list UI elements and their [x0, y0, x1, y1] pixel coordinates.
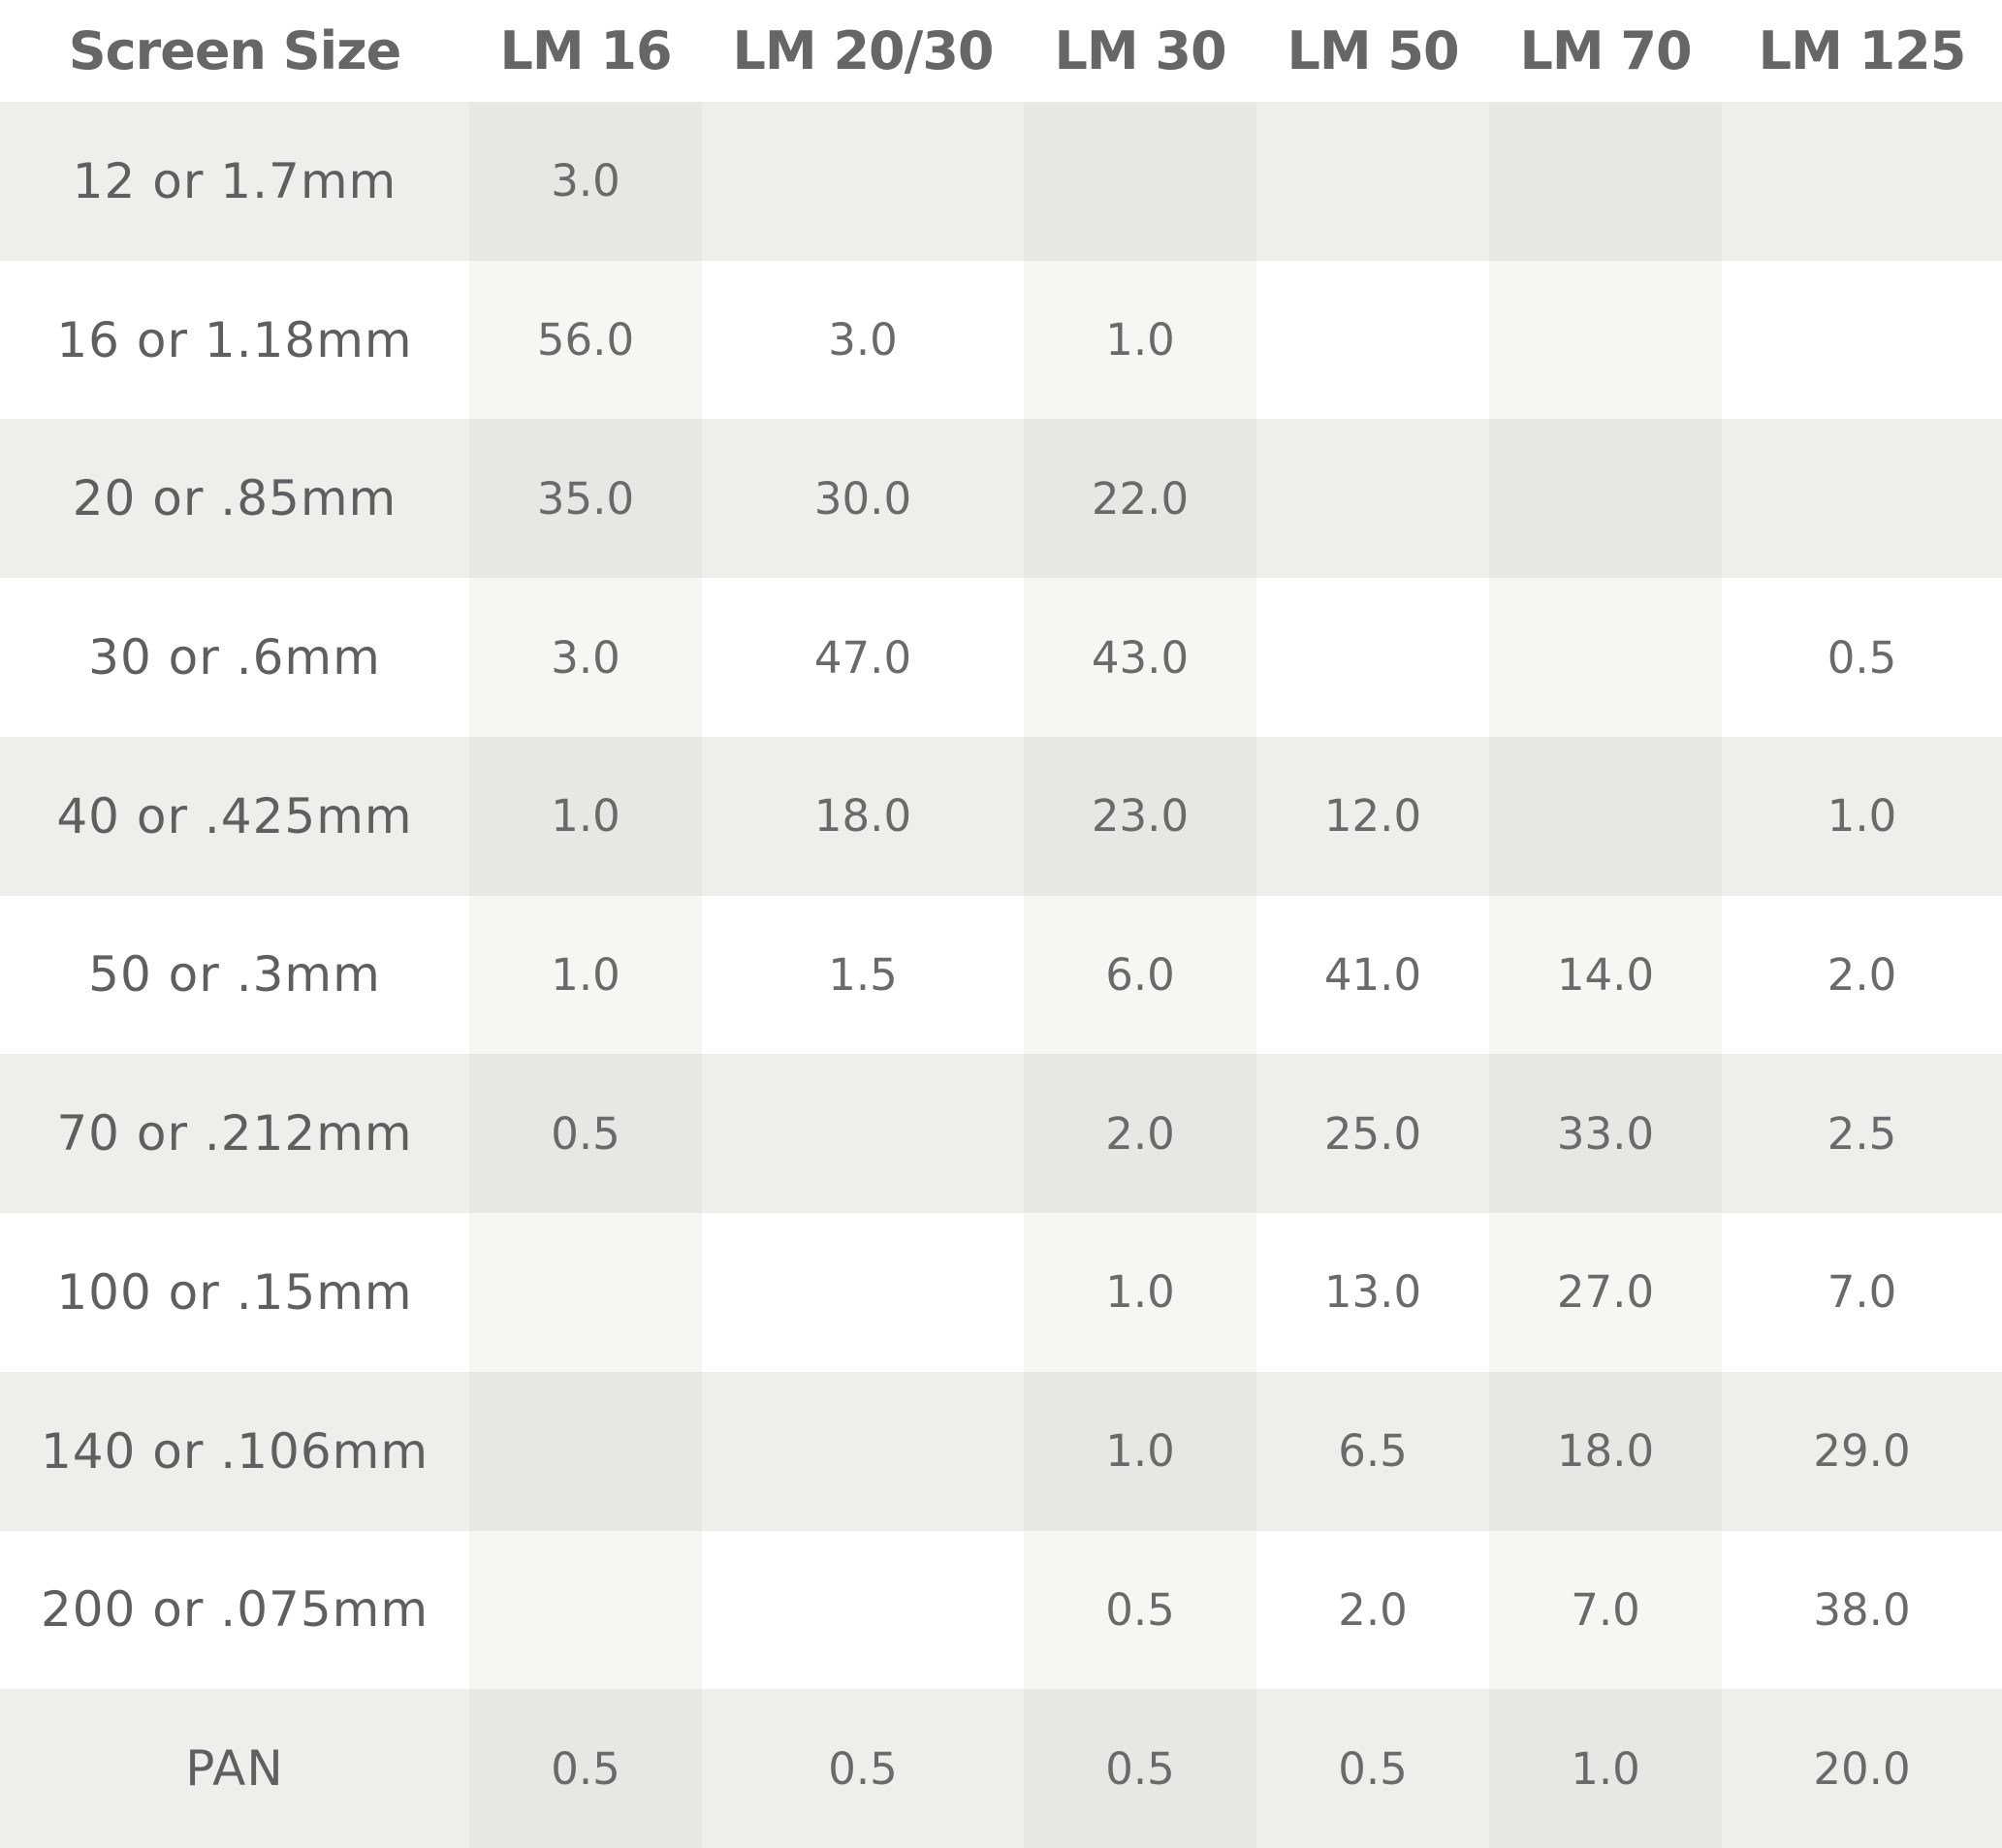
cell-value: 43.0	[1024, 578, 1256, 737]
cell-value: 18.0	[702, 736, 1024, 896]
header-lm70: LM 70	[1489, 0, 1722, 102]
cell-value: 25.0	[1256, 1054, 1489, 1214]
header-lm50: LM 50	[1256, 0, 1489, 102]
cell-value	[702, 1054, 1024, 1214]
cell-value: 30.0	[702, 419, 1024, 579]
cell-value: 27.0	[1489, 1213, 1722, 1372]
cell-value: 1.0	[1489, 1689, 1722, 1848]
cell-value: 1.0	[1024, 1371, 1256, 1531]
cell-value: 14.0	[1489, 895, 1722, 1055]
cell-value: 7.0	[1722, 1213, 2002, 1372]
row-label: 12 or 1.7mm	[0, 102, 469, 261]
cell-value: 23.0	[1024, 736, 1256, 896]
row-label: 40 or .425mm	[0, 736, 469, 896]
header-lm30: LM 30	[1024, 0, 1256, 102]
row-label: PAN	[0, 1689, 469, 1848]
cell-value: 20.0	[1722, 1689, 2002, 1848]
cell-value: 0.5	[702, 1689, 1024, 1848]
header-screen-size: Screen Size	[0, 0, 469, 102]
header-lm16: LM 16	[469, 0, 702, 102]
cell-value: 0.5	[469, 1054, 702, 1214]
row-label: 50 or .3mm	[0, 895, 469, 1055]
cell-value: 1.0	[1024, 260, 1256, 420]
cell-value	[1489, 578, 1722, 737]
cell-value	[1256, 578, 1489, 737]
cell-value: 3.0	[702, 260, 1024, 420]
row-label: 140 or .106mm	[0, 1371, 469, 1531]
row-label: 20 or .85mm	[0, 419, 469, 579]
cell-value: 1.0	[469, 895, 702, 1055]
cell-value	[1256, 102, 1489, 261]
row-label: 200 or .075mm	[0, 1530, 469, 1690]
cell-value	[702, 1530, 1024, 1690]
cell-value: 3.0	[469, 102, 702, 261]
cell-value: 47.0	[702, 578, 1024, 737]
cell-value	[1489, 102, 1722, 261]
cell-value	[702, 1371, 1024, 1531]
cell-value: 29.0	[1722, 1371, 2002, 1531]
row-label: 70 or .212mm	[0, 1054, 469, 1214]
cell-value: 0.5	[1024, 1689, 1256, 1848]
cell-value	[702, 1213, 1024, 1372]
cell-value: 2.0	[1024, 1054, 1256, 1214]
cell-value	[469, 1530, 702, 1690]
cell-value	[1722, 102, 2002, 261]
cell-value: 2.0	[1722, 895, 2002, 1055]
cell-value: 3.0	[469, 578, 702, 737]
cell-value: 0.5	[1024, 1530, 1256, 1690]
cell-value: 33.0	[1489, 1054, 1722, 1214]
header-lm20-30: LM 20/30	[702, 0, 1024, 102]
cell-value	[1722, 419, 2002, 579]
cell-value	[469, 1371, 702, 1531]
cell-value: 41.0	[1256, 895, 1489, 1055]
cell-value: 1.0	[1722, 736, 2002, 896]
cell-value	[1256, 419, 1489, 579]
cell-value: 35.0	[469, 419, 702, 579]
cell-value	[1489, 736, 1722, 896]
cell-value: 6.0	[1024, 895, 1256, 1055]
header-lm125: LM 125	[1722, 0, 2002, 102]
cell-value: 0.5	[469, 1689, 702, 1848]
row-label: 30 or .6mm	[0, 578, 469, 737]
cell-value	[1489, 419, 1722, 579]
cell-value	[1722, 260, 2002, 420]
cell-value	[1256, 260, 1489, 420]
cell-value: 18.0	[1489, 1371, 1722, 1531]
cell-value	[702, 102, 1024, 261]
cell-value: 0.5	[1722, 578, 2002, 737]
cell-value: 7.0	[1489, 1530, 1722, 1690]
cell-value: 2.0	[1256, 1530, 1489, 1690]
row-label: 100 or .15mm	[0, 1213, 469, 1372]
cell-value: 13.0	[1256, 1213, 1489, 1372]
cell-value	[1489, 260, 1722, 420]
cell-value: 1.0	[469, 736, 702, 896]
row-label: 16 or 1.18mm	[0, 260, 469, 420]
cell-value	[1024, 102, 1256, 261]
cell-value: 56.0	[469, 260, 702, 420]
cell-value: 2.5	[1722, 1054, 2002, 1214]
cell-value: 12.0	[1256, 736, 1489, 896]
cell-value: 38.0	[1722, 1530, 2002, 1690]
cell-value: 1.5	[702, 895, 1024, 1055]
cell-value: 22.0	[1024, 419, 1256, 579]
cell-value	[469, 1213, 702, 1372]
cell-value: 1.0	[1024, 1213, 1256, 1372]
cell-value: 6.5	[1256, 1371, 1489, 1531]
cell-value: 0.5	[1256, 1689, 1489, 1848]
